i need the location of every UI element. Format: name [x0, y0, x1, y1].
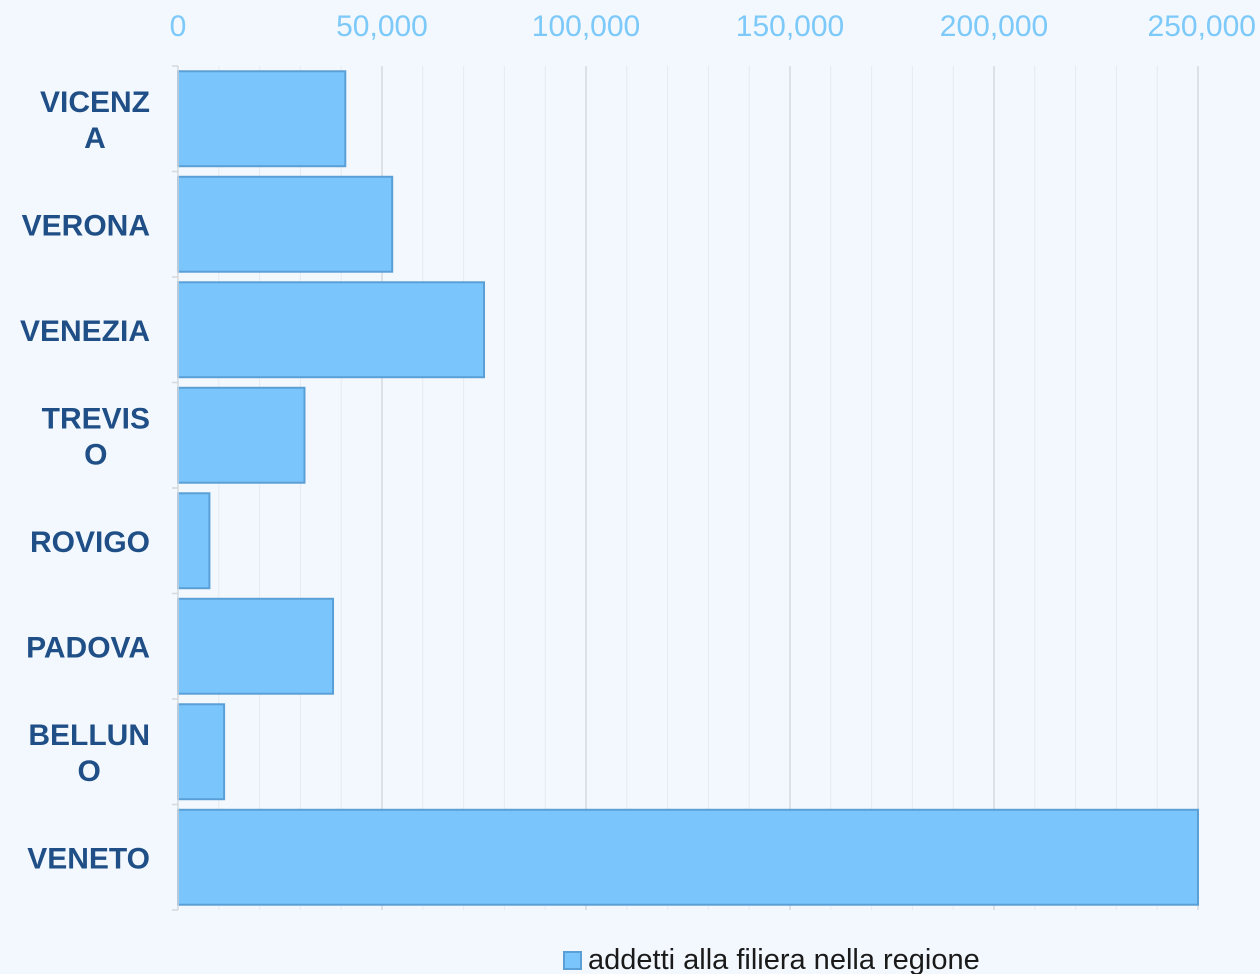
- bar-rovigo: [177, 492, 211, 590]
- category-label-line: O: [78, 755, 101, 788]
- bar-veneto: [177, 808, 1199, 906]
- x-tick-label: 150,000: [736, 10, 844, 43]
- category-label-line: VENETO: [27, 842, 150, 875]
- x-tick-label: 100,000: [532, 10, 640, 43]
- bar-venezia: [177, 281, 485, 379]
- axes: 0 50,000 100,000 150,000 200,000 250,000 VICEN…: [20, 10, 1256, 911]
- category-label-line: ROVIGO: [30, 526, 150, 559]
- bar-belluno: [177, 703, 226, 801]
- category-label: ROVIGO: [30, 526, 150, 559]
- category-label-line: O: [84, 438, 107, 471]
- legend-label: addetti alla filiera nella regione: [588, 943, 980, 974]
- category-label: VERONA: [22, 209, 150, 242]
- category-label: PADOVA: [26, 631, 150, 664]
- bar-vicenza: [177, 70, 347, 168]
- category-label-line: PADOVA: [26, 631, 150, 664]
- category-label-line: VICENZ: [40, 86, 150, 119]
- bar-treviso: [177, 386, 306, 484]
- category-label: VENEZIA: [20, 315, 150, 348]
- category-label-line: VENEZIA: [20, 315, 150, 348]
- x-tick-label: 0: [170, 10, 187, 43]
- legend-swatch: [563, 950, 582, 970]
- category-label: VENETO: [27, 842, 150, 875]
- category-label-line: BELLUN: [28, 719, 150, 752]
- x-tick-label: 250,000: [1148, 10, 1256, 43]
- x-tick-label: 200,000: [940, 10, 1048, 43]
- grid: [218, 66, 1199, 910]
- category-label-line: VERONA: [22, 209, 150, 242]
- x-tick-label: 50,000: [336, 10, 428, 43]
- bar-padova: [177, 597, 335, 695]
- category-label-line: A: [84, 122, 106, 155]
- legend: addetti alla filiera nella regione: [563, 940, 980, 974]
- bars: [177, 70, 1199, 906]
- bar-verona: [177, 175, 394, 273]
- category-label-line: TREVIS: [42, 402, 150, 435]
